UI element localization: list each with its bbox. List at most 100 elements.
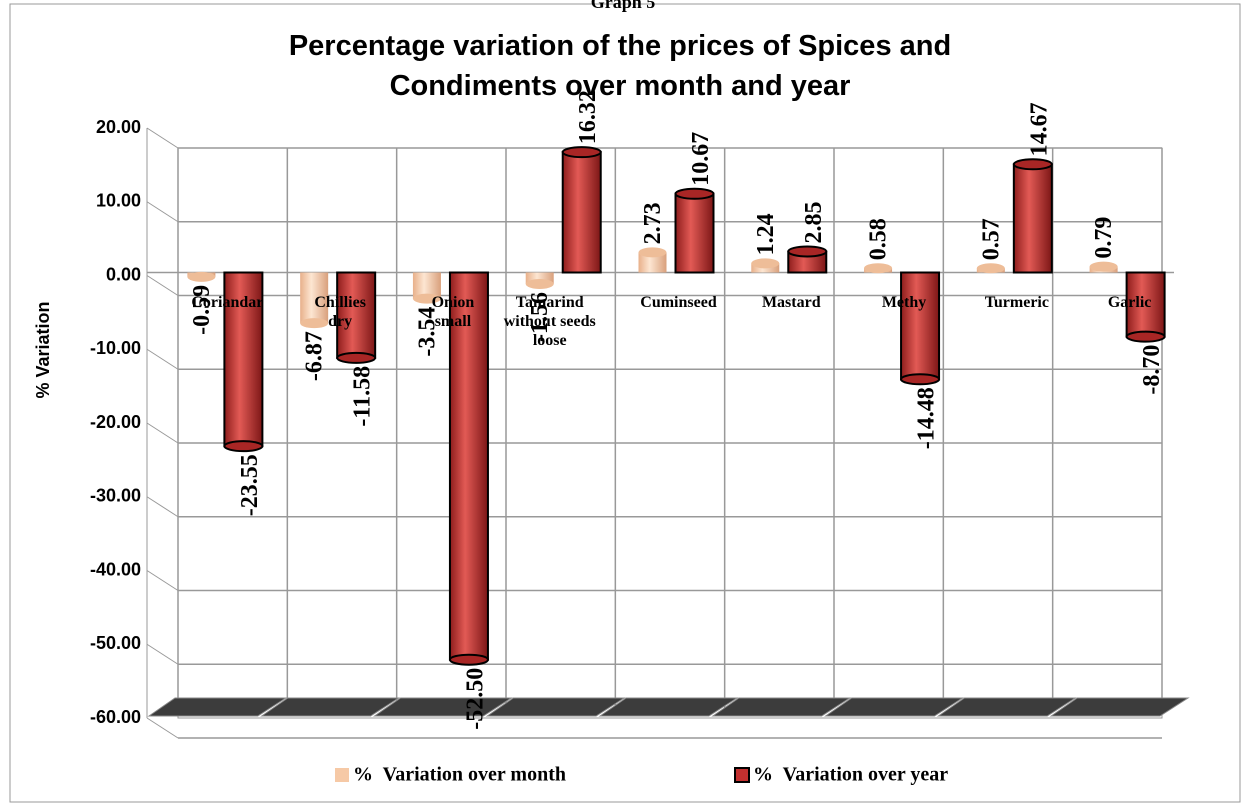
value-label: 1.24 (753, 213, 779, 255)
bar-cap (448, 653, 489, 666)
bar (336, 271, 377, 364)
legend-label: % Variation over month (353, 764, 566, 786)
value-label: -52.50 (462, 668, 488, 730)
grid-diag (146, 643, 179, 665)
legend-swatch (335, 768, 349, 782)
y-tick-label: -50.00 (90, 633, 141, 653)
bar (638, 247, 667, 273)
value-label: -1.56 (527, 292, 553, 342)
bar-cap (561, 146, 602, 159)
grid-diag (146, 348, 179, 370)
value-label: -14.48 (914, 387, 940, 449)
value-label: 16.32 (575, 90, 601, 144)
value-label: 2.85 (801, 201, 827, 243)
bar (751, 258, 780, 273)
bar-body (223, 271, 264, 448)
bar (1125, 271, 1166, 343)
bar-cap (412, 293, 441, 304)
bar-body (900, 271, 941, 381)
bar-cap (787, 245, 828, 258)
bar (1089, 261, 1118, 273)
bar-cap (900, 373, 941, 386)
bar (187, 271, 216, 282)
value-label: 0.57 (978, 218, 1004, 260)
bar (525, 272, 554, 290)
grid-diag (146, 422, 179, 444)
y-tick-label: 10.00 (96, 191, 141, 211)
x-tick-label: Methy (881, 293, 927, 311)
bar-cap (638, 247, 667, 258)
bar (412, 272, 441, 304)
value-label: -23.55 (237, 454, 263, 516)
y-axis-label: % Variation (33, 301, 53, 398)
frame (9, 3, 1241, 803)
x-tick-label: Tamarind without seeds loose (503, 293, 596, 349)
value-label: 0.58 (866, 218, 892, 260)
x-tick-label: Chillies dry (314, 293, 366, 330)
floor (485, 697, 626, 717)
floor (1049, 697, 1190, 717)
bar-body (1125, 271, 1166, 338)
bar-body (1012, 163, 1053, 274)
value-label: -3.54 (414, 307, 440, 357)
grid-diag (146, 496, 179, 518)
bar-cap (864, 263, 893, 274)
header: Graph 5 (591, 0, 656, 12)
y-tick-label: 0.00 (106, 264, 141, 284)
bar-cap (1012, 158, 1053, 171)
bar (864, 263, 893, 274)
x-tick-label: Onion small (431, 293, 475, 330)
bar-cap (1125, 330, 1166, 343)
bar (223, 271, 264, 453)
bar-cap (223, 440, 264, 453)
bar-body (638, 252, 667, 273)
x-tick-label: Mastard (761, 293, 821, 311)
grid-diag (146, 570, 179, 591)
bar (900, 271, 941, 386)
bar (976, 263, 1005, 274)
x-tick-label: Turmeric (984, 293, 1049, 311)
bar-body (300, 272, 329, 324)
bar-cap (187, 271, 216, 282)
value-label: 14.67 (1026, 102, 1052, 156)
grid-diag (146, 717, 179, 739)
bar-body (561, 151, 602, 274)
value-label: 2.73 (640, 202, 666, 244)
value-label: -0.59 (189, 285, 215, 335)
bar-cap (336, 351, 377, 364)
bar-body (674, 192, 715, 274)
bar (561, 146, 602, 274)
x-tick-label: Coriandar (191, 293, 264, 311)
y-tick-label: -10.00 (90, 338, 141, 358)
floor (598, 697, 739, 717)
x-tick-label: Cuminseed (640, 293, 717, 311)
y-tick-label: 20.00 (96, 117, 141, 137)
floor (936, 697, 1077, 717)
bar (300, 272, 329, 329)
legend-swatch (734, 767, 750, 783)
floor (147, 697, 288, 717)
y-tick-label: -60.00 (90, 707, 141, 727)
legend-label: % Variation over year (753, 764, 948, 786)
bar (1012, 158, 1053, 274)
value-label: 0.79 (1091, 217, 1117, 259)
value-label: -8.70 (1139, 345, 1165, 395)
bar-body (525, 272, 554, 285)
y-tick-label: -20.00 (90, 412, 141, 432)
bar (448, 271, 489, 666)
floor (372, 697, 514, 717)
floor (824, 697, 965, 717)
value-label: -6.87 (302, 331, 328, 381)
floor (711, 697, 852, 717)
y-tick-label: -30.00 (90, 486, 141, 506)
bar-cap (976, 263, 1005, 274)
grid-diag (146, 201, 179, 223)
bar-cap (300, 318, 329, 329)
bar-cap (525, 279, 554, 290)
bar-cap (674, 187, 715, 200)
floor (260, 697, 401, 717)
bar-cap (751, 258, 780, 269)
bar-cap (1089, 261, 1118, 272)
